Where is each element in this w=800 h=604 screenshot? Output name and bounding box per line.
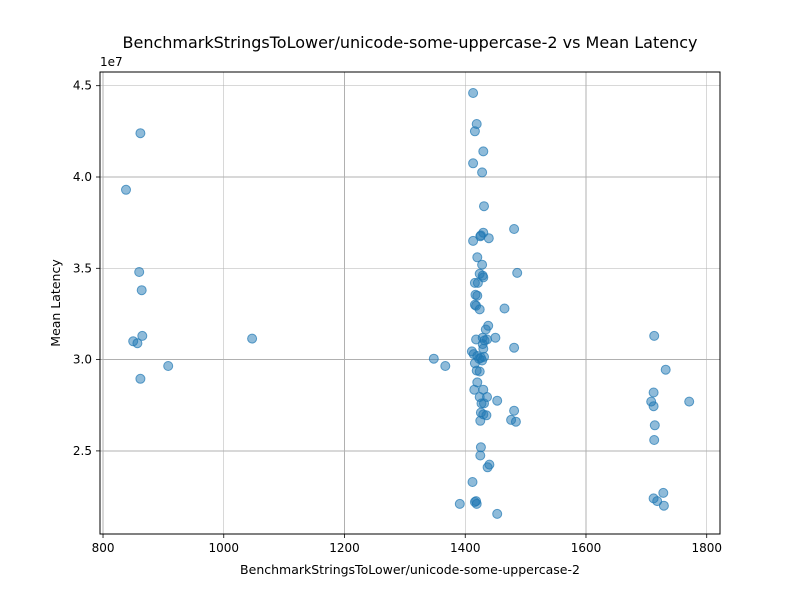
scatter-point <box>428 353 439 364</box>
y-tick-label: 3.5 <box>73 261 92 275</box>
scatter-point <box>649 330 660 341</box>
scatter-point <box>652 496 663 507</box>
scatter-point <box>478 146 489 157</box>
plot-area-frame <box>99 71 721 535</box>
scatter-point <box>649 420 660 431</box>
y-tick-label: 2.5 <box>73 444 92 458</box>
scatter-point <box>472 252 483 263</box>
scatter-point <box>479 398 489 409</box>
scatter-point <box>132 338 143 349</box>
scatter-point <box>247 333 258 344</box>
scatter-point <box>480 324 491 335</box>
scatter-point <box>468 235 479 246</box>
scatter-point <box>492 395 503 406</box>
scatter-point <box>136 285 147 296</box>
x-tick-label: 1800 <box>691 541 722 555</box>
scatter-point <box>483 233 494 244</box>
data-points <box>121 88 695 519</box>
scatter-point <box>471 498 482 509</box>
x-tick-label: 1400 <box>450 541 481 555</box>
scatter-point <box>134 267 145 277</box>
scatter-point <box>469 126 480 137</box>
scatter-point <box>509 342 520 353</box>
scatter-point <box>472 277 483 288</box>
scatter-point <box>684 396 695 407</box>
scatter-point <box>135 373 146 384</box>
scatter-point <box>475 442 486 453</box>
scatter-point <box>477 259 488 270</box>
scatter-point <box>479 201 489 212</box>
scatter-point <box>135 128 146 139</box>
scatter-point <box>454 498 465 509</box>
y-tick-label: 4.5 <box>73 79 92 93</box>
scatter-point <box>509 224 520 234</box>
scatter-point <box>509 405 520 416</box>
scatter-point <box>468 88 479 98</box>
x-tick-label: 1200 <box>329 541 360 555</box>
scatter-point <box>475 450 486 461</box>
scatter-point <box>467 477 478 487</box>
scatter-point <box>163 361 174 371</box>
scatter-point <box>472 290 483 301</box>
x-axis-label: BenchmarkStringsToLower/unicode-some-upp… <box>240 562 580 577</box>
scatter-point <box>121 184 131 195</box>
y-axis-offset-label: 1e7 <box>100 55 123 69</box>
scatter-point <box>512 267 523 278</box>
scatter-point <box>474 304 485 315</box>
scatter-point <box>481 410 492 421</box>
scatter-point <box>648 387 659 398</box>
scatter-point <box>490 332 501 343</box>
y-axis-label: Mean Latency <box>48 259 63 347</box>
scatter-point <box>648 401 659 412</box>
grid-lines <box>100 72 720 534</box>
y-tick-label: 4.0 <box>73 170 92 184</box>
scatter-point <box>478 343 489 354</box>
x-tick-label: 800 <box>92 541 115 555</box>
scatter-point <box>474 366 485 377</box>
scatter-point <box>492 508 503 519</box>
axis-ticks: 800 1000 1200 1400 1600 1800 2.5 3.0 3.5 4.0 4.5 <box>73 79 722 555</box>
scatter-point <box>510 416 521 427</box>
scatter-point <box>475 415 486 426</box>
x-tick-label: 1000 <box>208 541 239 555</box>
scatter-point <box>440 361 451 371</box>
scatter-point <box>137 330 148 341</box>
y-tick-label: 3.0 <box>73 353 92 367</box>
scatter-point <box>649 435 660 445</box>
scatter-point <box>499 303 510 314</box>
scatter-point <box>482 462 493 473</box>
scatter-point <box>468 158 479 169</box>
chart-title: BenchmarkStringsToLower/unicode-some-upp… <box>123 33 698 52</box>
scatter-point <box>658 487 669 498</box>
x-tick-label: 1600 <box>571 541 602 555</box>
scatter-point <box>658 500 669 511</box>
scatter-point <box>660 364 671 375</box>
scatter-point <box>477 167 488 178</box>
